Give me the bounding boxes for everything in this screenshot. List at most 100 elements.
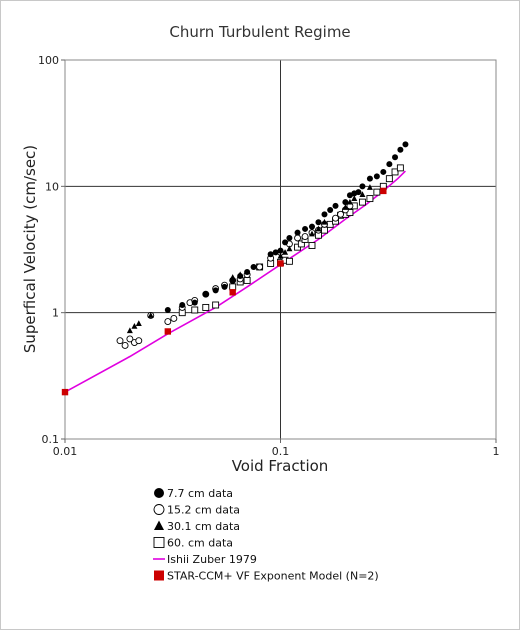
data-point xyxy=(332,214,339,222)
data-point xyxy=(373,173,380,180)
data-point xyxy=(191,306,199,314)
data-point xyxy=(308,242,316,249)
series-star-ccm-vf-exponent-model-n-2- xyxy=(61,187,387,396)
data-point xyxy=(135,337,143,345)
data-point xyxy=(267,251,274,258)
data-point xyxy=(301,233,309,241)
legend-label: 15.2 cm data xyxy=(167,504,240,517)
data-point xyxy=(351,195,358,201)
data-point xyxy=(212,287,219,294)
data-point xyxy=(202,303,210,311)
data-point xyxy=(308,223,315,230)
x-tick-label: 1 xyxy=(493,445,500,458)
data-point xyxy=(277,260,284,267)
data-point xyxy=(359,183,366,190)
data-point xyxy=(244,268,251,275)
data-point xyxy=(385,175,393,183)
data-point xyxy=(250,263,257,270)
data-point xyxy=(315,225,322,232)
data-point xyxy=(380,168,387,175)
data-layer xyxy=(61,141,409,396)
legend-label: 30.1 cm data xyxy=(167,520,240,533)
data-point xyxy=(277,252,284,259)
data-point xyxy=(282,249,289,255)
data-point xyxy=(342,199,349,206)
legend-item: 15.2 cm data xyxy=(153,504,240,517)
data-point xyxy=(396,164,404,172)
data-point xyxy=(272,249,279,256)
data-point xyxy=(321,211,328,218)
data-point xyxy=(315,219,322,226)
legend-swatch xyxy=(153,504,165,515)
data-point xyxy=(366,195,374,203)
data-point xyxy=(126,335,134,343)
x-axis-label: Void Fraction xyxy=(232,457,329,475)
data-point xyxy=(294,229,301,236)
data-point xyxy=(229,289,236,296)
data-point xyxy=(402,141,409,148)
legend-label: 60. cm data xyxy=(167,537,233,550)
data-point xyxy=(391,168,399,176)
data-point xyxy=(229,283,237,291)
series-7-7-cm-data xyxy=(164,141,409,313)
data-point xyxy=(386,161,393,168)
legend-item: 30.1 cm data xyxy=(154,520,240,533)
data-point xyxy=(221,283,228,290)
data-point xyxy=(229,277,236,284)
data-point xyxy=(202,291,209,298)
data-point xyxy=(297,240,305,248)
data-point xyxy=(380,187,387,195)
legend-item: Ishii Zuber 1979 xyxy=(153,553,257,566)
data-point xyxy=(366,184,373,190)
data-point xyxy=(342,204,349,210)
data-point xyxy=(164,318,172,326)
legend-label: Ishii Zuber 1979 xyxy=(167,553,257,566)
data-point xyxy=(164,306,171,313)
data-point xyxy=(282,239,289,246)
data-point xyxy=(179,301,186,308)
data-point xyxy=(373,188,381,196)
data-point xyxy=(359,191,366,198)
data-point xyxy=(308,230,315,237)
data-point xyxy=(61,388,69,396)
data-point xyxy=(397,146,404,153)
y-tick-label: 1 xyxy=(52,307,59,320)
legend-swatch xyxy=(154,570,164,581)
data-point xyxy=(147,312,154,318)
data-point xyxy=(337,210,345,218)
data-point xyxy=(237,273,244,280)
data-point xyxy=(164,328,172,335)
x-tick-label: 0.01 xyxy=(53,445,78,458)
data-point xyxy=(327,206,334,213)
y-axis-label: Superfical Velocity (cm/sec) xyxy=(21,145,39,353)
data-point xyxy=(170,314,178,322)
legend-item: 60. cm data xyxy=(153,537,233,550)
y-tick-label: 100 xyxy=(38,54,59,67)
data-point xyxy=(256,263,264,271)
data-point xyxy=(277,247,284,254)
data-point xyxy=(285,257,293,265)
data-point xyxy=(286,234,293,241)
data-point xyxy=(392,154,399,161)
data-point xyxy=(321,226,328,234)
data-point xyxy=(131,322,138,329)
y-tick-label: 10 xyxy=(45,180,59,193)
data-point xyxy=(332,202,339,209)
data-point xyxy=(286,245,293,252)
legend-label: STAR-CCM+ VF Exponent Model (N=2) xyxy=(167,570,379,583)
data-point xyxy=(135,320,142,326)
data-point xyxy=(116,337,124,345)
data-point xyxy=(358,198,366,206)
data-point xyxy=(355,189,362,196)
data-point xyxy=(346,198,353,205)
data-point xyxy=(191,299,198,306)
legend-swatch xyxy=(153,537,165,548)
data-point xyxy=(243,276,251,284)
data-point xyxy=(121,342,129,349)
x-tick-label: 0.1 xyxy=(272,445,290,458)
legend-label: 7.7 cm data xyxy=(167,487,233,500)
data-point xyxy=(126,327,133,334)
